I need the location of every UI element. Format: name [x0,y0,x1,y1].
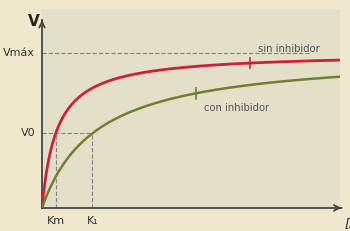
Text: K₁: K₁ [86,216,98,226]
Text: sin inhibidor: sin inhibidor [258,44,320,54]
Text: V: V [28,14,40,29]
Text: V0: V0 [20,128,35,138]
Text: [S]: [S] [344,217,350,230]
Text: Vmáx: Vmáx [3,48,35,58]
Text: con inhibidor: con inhibidor [204,103,269,113]
Text: Km: Km [47,216,65,226]
